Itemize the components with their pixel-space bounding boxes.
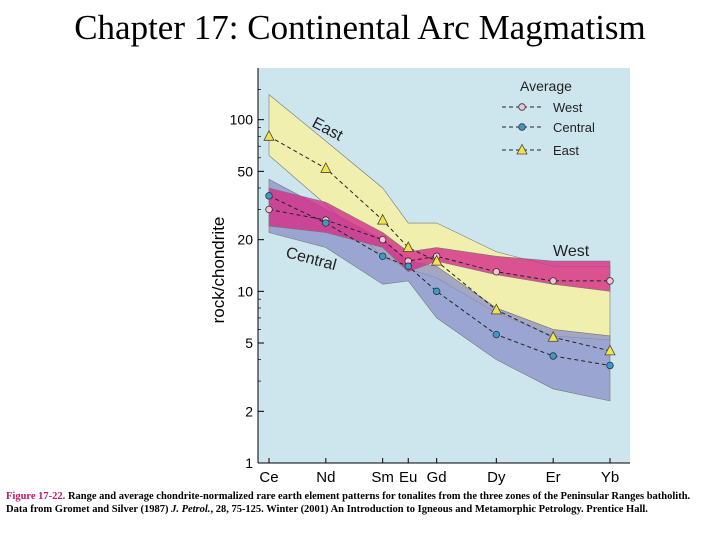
- series-line-west: [268, 208, 610, 282]
- x-tick-label: Eu: [399, 469, 417, 486]
- x-tick-label: Gd: [427, 469, 447, 486]
- legend-title: Average: [520, 78, 572, 94]
- band-west: [268, 187, 611, 292]
- marker-west: [549, 277, 557, 285]
- x-tick-label: Dy: [487, 469, 506, 486]
- y-tick-label: 10: [237, 283, 253, 299]
- marker-east: [377, 213, 389, 225]
- marker-east: [263, 129, 275, 141]
- legend-marker-west: [518, 103, 526, 111]
- legend-marker-central: [518, 123, 526, 131]
- marker-central: [265, 192, 273, 200]
- marker-west: [378, 235, 387, 244]
- marker-east: [320, 162, 332, 173]
- series-line-central: [268, 195, 611, 366]
- figure-label: Figure 17-22.: [6, 491, 66, 502]
- y-tick-label: 2: [245, 403, 253, 419]
- y-tick-label: 1: [245, 455, 253, 471]
- x-tick-label: Yb: [601, 469, 619, 486]
- x-tick-label: Ce: [259, 469, 278, 486]
- y-tick-label: 20: [237, 232, 253, 248]
- series-line-east: [268, 135, 611, 352]
- legend-label-west: West: [553, 100, 583, 115]
- marker-east: [430, 254, 443, 266]
- figure-caption: Figure 17-22. Range and average chondrit…: [6, 490, 711, 517]
- marker-central: [378, 252, 387, 260]
- marker-east: [604, 344, 616, 356]
- label-west: West: [553, 243, 590, 260]
- y-tick-label: 100: [230, 112, 254, 128]
- marker-east: [547, 330, 559, 342]
- marker-central: [432, 287, 441, 296]
- x-tick-label: Nd: [316, 469, 335, 486]
- x-tick-label: Sm: [371, 469, 394, 486]
- y-tick-label: 50: [237, 163, 253, 179]
- caption-journal: J. Petrol.: [171, 504, 211, 516]
- x-tick-label: Er: [546, 469, 561, 486]
- slide-title: Chapter 17: Continental Arc Magmatism: [74, 8, 646, 47]
- marker-east: [490, 303, 502, 315]
- legend-label-east: East: [553, 143, 579, 158]
- marker-central: [549, 352, 557, 360]
- caption-text-2: , 28, 75-125. Winter (2001) An Introduct…: [210, 504, 648, 516]
- marker-west: [606, 277, 614, 285]
- marker-central: [404, 262, 412, 270]
- marker-west: [492, 268, 501, 276]
- legend-marker-east: [516, 143, 528, 155]
- legend-label-central: Central: [553, 120, 595, 135]
- marker-east: [402, 241, 414, 252]
- marker-central: [322, 219, 330, 227]
- marker-central: [492, 330, 501, 339]
- y-tick-label: 5: [245, 335, 253, 351]
- marker-central: [606, 361, 614, 370]
- y-axis-label: rock/chondrite: [209, 217, 228, 324]
- marker-west: [265, 205, 273, 214]
- caption-text-1: Range and average chondrite-normalized r…: [6, 491, 691, 516]
